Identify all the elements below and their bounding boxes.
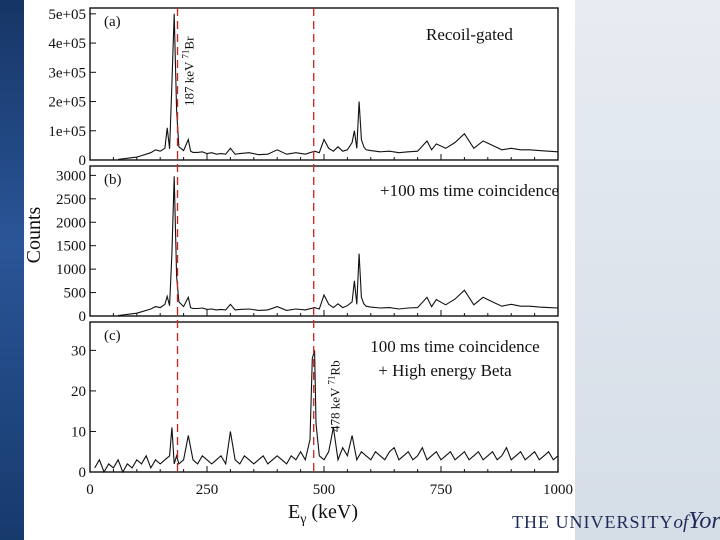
y-tick-label: 5e+05 bbox=[48, 7, 86, 23]
right-side-panel bbox=[575, 0, 720, 540]
peak-isotope: Br bbox=[182, 36, 197, 50]
y-tick-label: 1000 bbox=[56, 262, 86, 278]
y-tick-label: 0 bbox=[79, 465, 87, 481]
peak-label: 478 keV 71Rb bbox=[327, 360, 343, 432]
peak-mass-number: 71 bbox=[327, 376, 337, 385]
y-tick-label: 1500 bbox=[56, 239, 86, 255]
x-axis-subscript: γ bbox=[299, 512, 306, 527]
y-tick-label: 500 bbox=[64, 286, 87, 302]
peak-energy: 478 keV bbox=[328, 385, 343, 432]
y-tick-label: 0 bbox=[79, 153, 87, 169]
panel-label: (c) bbox=[104, 328, 121, 344]
panel-annotation: Recoil-gated bbox=[426, 25, 513, 44]
logo-university: UNIVERSITY bbox=[555, 512, 674, 532]
peak-label-text: 187 keV 71Br bbox=[181, 36, 197, 106]
peak-isotope: Rb bbox=[328, 360, 343, 375]
y-tick-label: 1e+05 bbox=[48, 124, 86, 140]
x-tick-label: 0 bbox=[86, 482, 94, 498]
panel-label: (a) bbox=[104, 14, 121, 30]
logo-the: THE bbox=[512, 512, 556, 532]
y-tick-label: 2000 bbox=[56, 215, 86, 231]
x-axis-symbol: E bbox=[288, 501, 300, 523]
y-tick-label: 0 bbox=[79, 309, 87, 325]
spectrum-line bbox=[94, 350, 559, 474]
x-tick-label: 1000 bbox=[543, 482, 573, 498]
logo-of: of bbox=[673, 512, 689, 533]
y-axis-title-group: Counts bbox=[23, 206, 45, 263]
y-tick-label: 3000 bbox=[56, 168, 86, 184]
y-tick-label: 30 bbox=[71, 343, 86, 359]
panel-frame bbox=[89, 321, 559, 473]
y-tick-label: 4e+05 bbox=[48, 36, 86, 52]
x-tick-label: 500 bbox=[313, 482, 336, 498]
panel-c: 0 10 20 30 (c) 100 ms time coincidence + High … bbox=[71, 321, 559, 481]
peak-label: 187 keV 71Br bbox=[181, 36, 197, 106]
university-of-york-logo: THE UNIVERSITYofYork bbox=[512, 508, 720, 535]
peak-mass-number: 71 bbox=[181, 50, 191, 59]
y-tick-label: 20 bbox=[71, 384, 86, 400]
x-axis-unit: (keV) bbox=[306, 501, 358, 523]
panel-annotation: +100 ms time coincidence bbox=[380, 181, 559, 200]
logo-york: York bbox=[688, 508, 720, 534]
peak-energy: 187 keV bbox=[182, 59, 197, 106]
y-tick-label: 10 bbox=[71, 424, 86, 440]
y-tick-label: 2e+05 bbox=[48, 95, 86, 111]
panel-a: 0 1e+05 2e+05 3e+05 4e+05 5e+05 (a) Recoil-gate… bbox=[48, 7, 559, 169]
panel-annotation: + High energy Beta bbox=[378, 361, 512, 380]
x-tick-label: 250 bbox=[196, 482, 219, 498]
panel-frame bbox=[89, 165, 559, 317]
panel-label: (b) bbox=[104, 172, 122, 188]
y-axis-title: Counts bbox=[23, 206, 45, 263]
spectrum-line bbox=[118, 13, 559, 160]
peak-label-text: 478 keV 71Rb bbox=[327, 360, 343, 432]
y-tick-label: 3e+05 bbox=[48, 65, 86, 81]
x-axis-title: Eγ (keV) bbox=[288, 501, 358, 527]
spectrum-line bbox=[118, 176, 559, 317]
x-tick-label: 750 bbox=[430, 482, 453, 498]
panel-annotation: 100 ms time coincidence bbox=[370, 337, 539, 356]
y-tick-label: 2500 bbox=[56, 192, 86, 208]
panel-b: 0 500 1000 1500 2000 2500 3000 (b) +100 ms time … bbox=[56, 165, 559, 325]
